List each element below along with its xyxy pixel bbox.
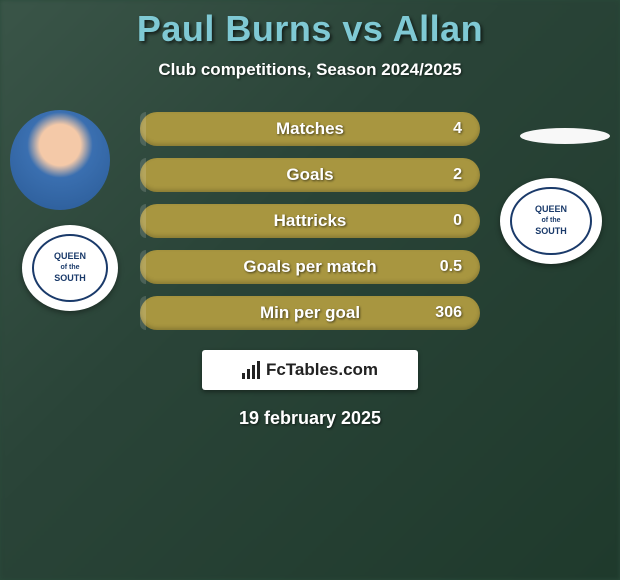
stat-bar-fill-left xyxy=(140,296,146,330)
stat-bar: Min per goal 306 xyxy=(140,296,480,330)
stat-value-right: 306 xyxy=(435,304,462,322)
stat-bar-fill-left xyxy=(140,112,146,146)
stats-bars: Matches 4 Goals 2 Hattricks 0 Goals per match 0… xyxy=(140,112,480,330)
stat-value-right: 0 xyxy=(453,212,462,230)
player-left-avatar xyxy=(10,110,110,210)
stat-bar: Matches 4 xyxy=(140,112,480,146)
crest-text-mid: of the xyxy=(541,217,560,225)
stat-label: Min per goal xyxy=(260,303,360,323)
crest-text-mid: of the xyxy=(60,264,79,272)
stat-bar-fill-left xyxy=(140,158,146,192)
crest-text-top: QUEEN xyxy=(54,252,86,262)
chart-icon xyxy=(242,361,260,379)
comparison-date: 19 february 2025 xyxy=(0,408,620,429)
stat-label: Matches xyxy=(276,119,344,139)
crest-text-bottom: SOUTH xyxy=(535,227,567,237)
stat-bar: Goals 2 xyxy=(140,158,480,192)
stat-value-right: 2 xyxy=(453,166,462,184)
stat-label: Hattricks xyxy=(274,211,347,231)
fctables-logo[interactable]: FcTables.com xyxy=(202,350,418,390)
stat-label: Goals xyxy=(286,165,333,185)
stat-label: Goals per match xyxy=(243,257,376,277)
comparison-title: Paul Burns vs Allan xyxy=(0,8,620,50)
stat-value-right: 4 xyxy=(453,120,462,138)
club-crest-right: QUEEN of the SOUTH xyxy=(500,178,602,264)
stat-bar: Hattricks 0 xyxy=(140,204,480,238)
player-right-avatar xyxy=(520,128,610,144)
logo-text: FcTables.com xyxy=(266,360,378,380)
stat-bar-fill-left xyxy=(140,204,146,238)
crest-text-top: QUEEN xyxy=(535,205,567,215)
stat-bar-fill-left xyxy=(140,250,146,284)
stat-value-right: 0.5 xyxy=(440,258,462,276)
comparison-subtitle: Club competitions, Season 2024/2025 xyxy=(0,60,620,80)
stat-bar: Goals per match 0.5 xyxy=(140,250,480,284)
club-crest-left: QUEEN of the SOUTH xyxy=(22,225,118,311)
crest-text-bottom: SOUTH xyxy=(54,274,86,284)
